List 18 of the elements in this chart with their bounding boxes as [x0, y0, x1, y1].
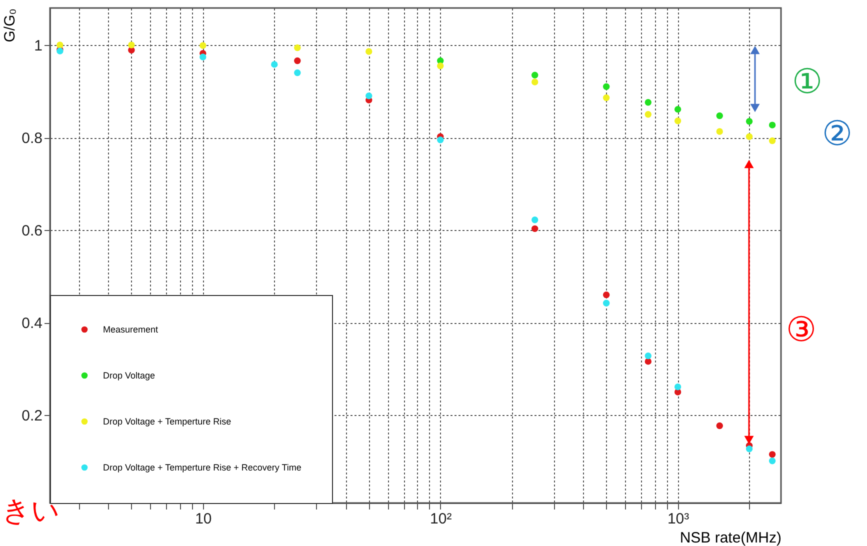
legend-label: Drop Voltage + Temperture Rise — [103, 416, 232, 426]
y-tick-label: 0.8 — [22, 130, 42, 148]
x-tick-label: 10³ — [667, 510, 690, 528]
y-tick-label: 0.6 — [22, 222, 42, 240]
x-tick-label: 10² — [430, 510, 452, 528]
y-tick-label: 0.4 — [22, 315, 42, 332]
x-tick-label: 10 — [195, 510, 212, 528]
y-tick-label: 0.2 — [22, 408, 42, 425]
legend-label: Drop Voltage + Temperture Rise + Recovery Time — [103, 462, 302, 472]
y-axis-title: G/G₀ — [2, 8, 18, 42]
text: ② — [822, 114, 852, 154]
annotation: きい — [2, 494, 60, 527]
y-tick-label: 1 — [34, 38, 42, 55]
text: ① — [792, 62, 822, 102]
legend-label: Drop Voltage — [103, 370, 156, 380]
text: ③ — [786, 310, 816, 350]
legend-label: Measurement — [103, 324, 159, 334]
x-axis-title: NSB rate(MHz) — [680, 530, 782, 546]
